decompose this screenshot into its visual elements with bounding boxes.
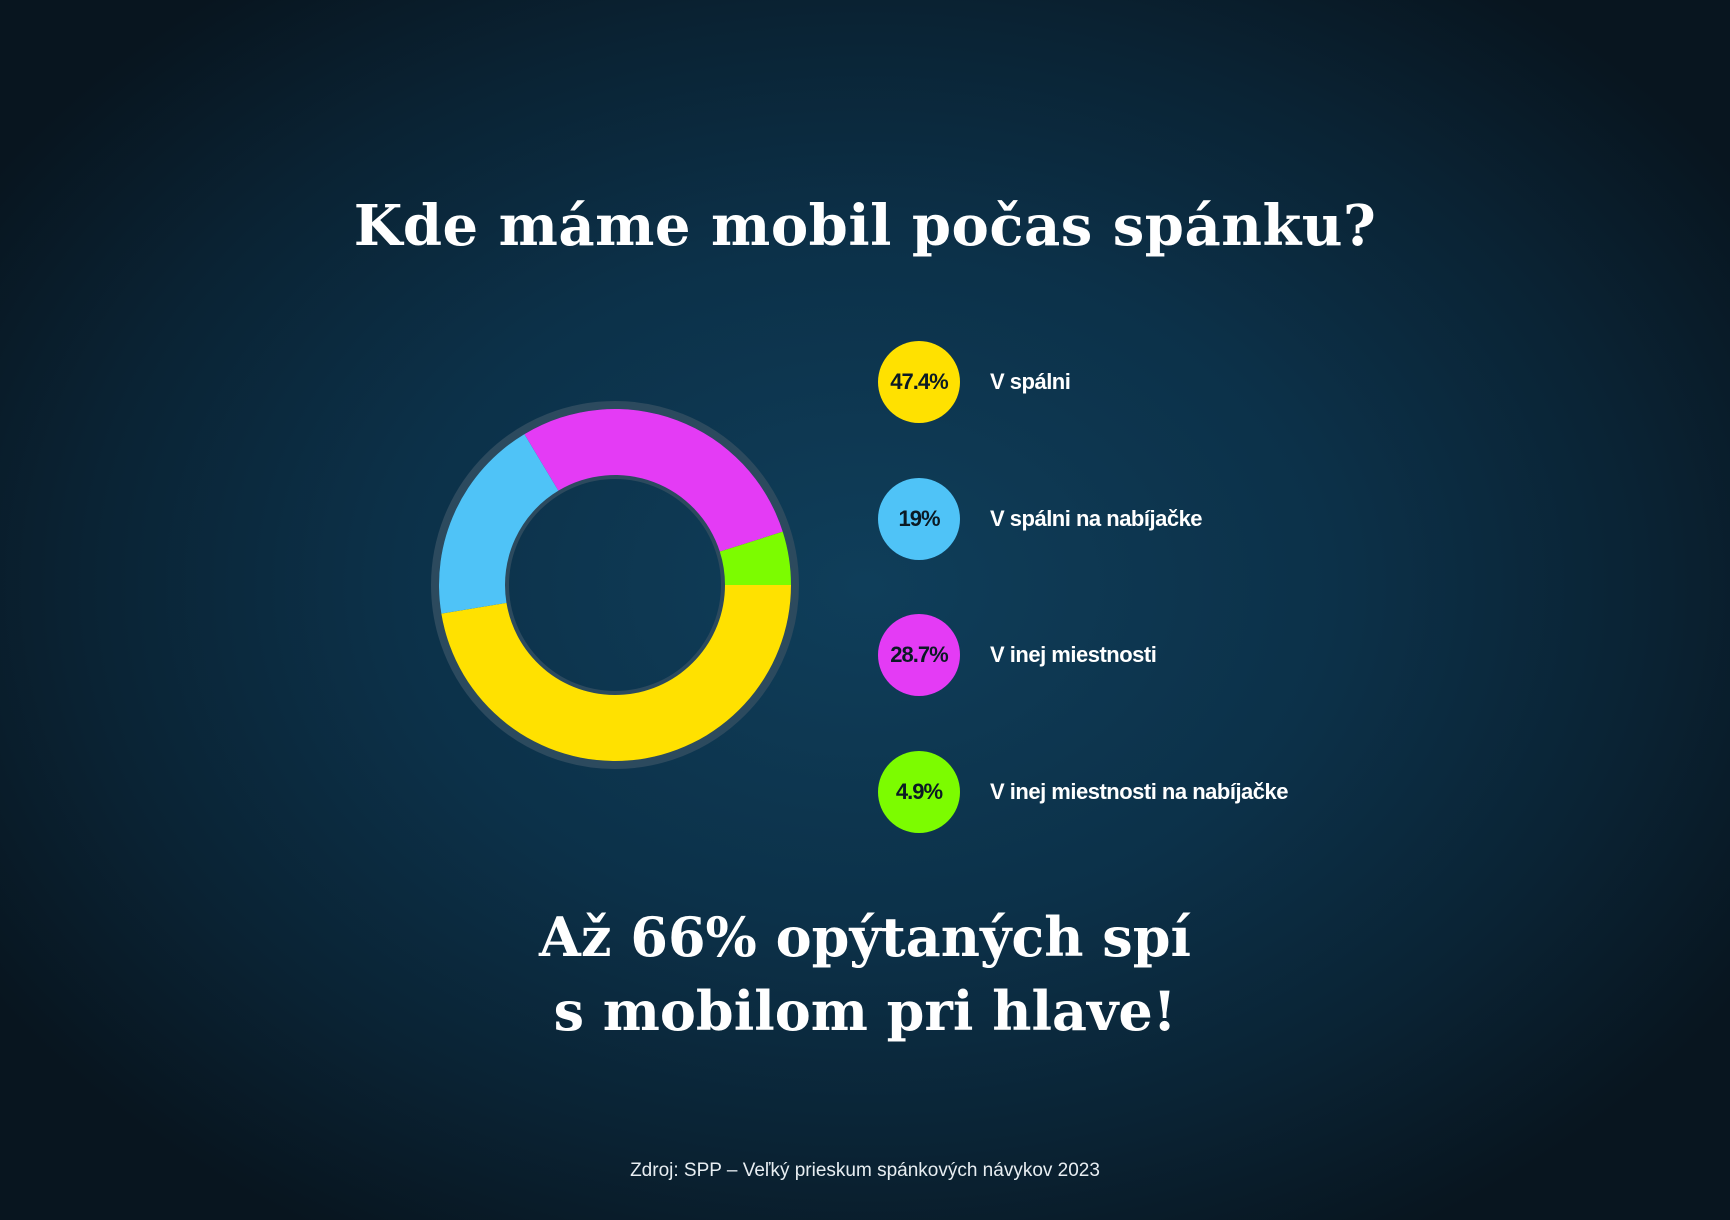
legend-label: V spálni na nabíjačke bbox=[990, 506, 1203, 531]
legend-item-bedroom-charger: 19% V spálni na nabíjačke bbox=[878, 477, 1203, 561]
slice-other-room bbox=[524, 409, 783, 552]
value-badge: 19% bbox=[878, 478, 960, 560]
slice-bedroom bbox=[441, 585, 791, 762]
legend-label: V inej miestnosti bbox=[990, 642, 1157, 667]
headline-line-2: s mobilom pri hlave! bbox=[553, 979, 1177, 1043]
slice-other-room-charger bbox=[719, 531, 791, 585]
donut-slices bbox=[439, 409, 791, 762]
headline: Až 66% opýtaných spí s mobilom pri hlave… bbox=[0, 900, 1730, 1048]
headline-line-1: Až 66% opýtaných spí bbox=[539, 905, 1191, 969]
source-note: Zdroj: SPP – Veľký prieskum spánkových n… bbox=[630, 1160, 1100, 1181]
legend-item-other-room-charger: 4.9% V inej miestnosti na nabíjačke bbox=[878, 750, 1289, 834]
donut-inner-outline bbox=[501, 471, 729, 699]
legend-label: V inej miestnosti na nabíjačke bbox=[990, 779, 1289, 804]
legend-label: V spálni bbox=[990, 369, 1071, 394]
value-badge: 47.4% bbox=[878, 341, 960, 423]
value-badge: 4.9% bbox=[878, 751, 960, 833]
legend-item-other-room: 28.7% V inej miestnosti bbox=[878, 613, 1157, 697]
value-badge: 28.7% bbox=[878, 614, 960, 696]
legend-item-bedroom: 47.4% V spálni bbox=[878, 340, 1071, 424]
slice-bedroom-charger bbox=[439, 434, 559, 614]
donut-outline bbox=[431, 401, 799, 769]
donut-chart bbox=[431, 401, 799, 769]
page-title: Kde máme mobil počas spánku? bbox=[353, 193, 1377, 259]
